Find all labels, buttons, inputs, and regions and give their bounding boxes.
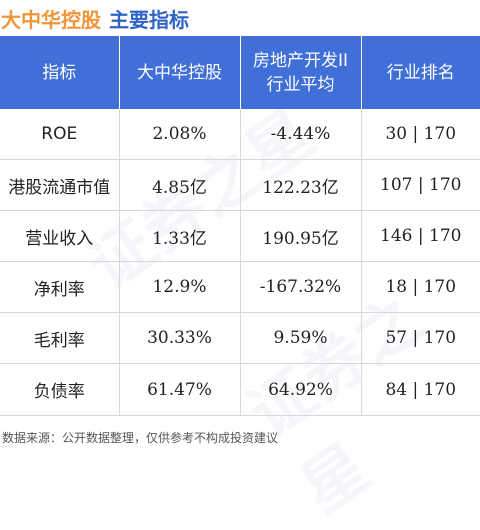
table-row: 净利率 12.9% -167.32% 18 | 170 bbox=[0, 261, 480, 313]
row-industry-value: 9.59% bbox=[240, 312, 362, 364]
row-rank: 57 | 170 bbox=[361, 312, 480, 364]
header-indicator: 指标 bbox=[0, 36, 120, 109]
row-rank: 84 | 170 bbox=[361, 363, 480, 416]
table-row: 营业收入 1.33亿 190.95亿 146 | 170 bbox=[0, 210, 480, 262]
row-industry-value: 64.92% bbox=[240, 363, 362, 416]
row-rank: 18 | 170 bbox=[361, 261, 480, 313]
row-company-value: 4.85亿 bbox=[119, 159, 241, 211]
section-title: 主要指标 bbox=[109, 7, 189, 32]
row-rank: 107 | 170 bbox=[361, 159, 480, 211]
row-indicator: 净利率 bbox=[0, 261, 120, 313]
table-row: 港股流通市值 4.85亿 122.23亿 107 | 170 bbox=[0, 159, 480, 211]
table-row: ROE 2.08% -4.44% 30 | 170 bbox=[0, 109, 480, 160]
row-indicator: 毛利率 bbox=[0, 312, 120, 364]
header-company: 大中华控股 bbox=[119, 36, 241, 109]
row-industry-value: -4.44% bbox=[240, 109, 362, 160]
row-rank: 30 | 170 bbox=[361, 109, 480, 160]
row-indicator: 港股流通市值 bbox=[0, 159, 120, 211]
row-indicator: 营业收入 bbox=[0, 210, 120, 262]
data-source-note: 数据来源：公开数据整理，仅供参考不构成投资建议 bbox=[2, 431, 279, 445]
row-indicator: 负债率 bbox=[0, 363, 120, 416]
row-company-value: 30.33% bbox=[119, 312, 241, 364]
row-indicator: ROE bbox=[0, 109, 120, 160]
table-row: 负债率 61.47% 64.92% 84 | 170 bbox=[0, 363, 480, 416]
row-company-value: 1.33亿 bbox=[119, 210, 241, 262]
company-name: 大中华控股 bbox=[1, 7, 101, 32]
row-company-value: 2.08% bbox=[119, 109, 241, 160]
row-industry-value: -167.32% bbox=[240, 261, 362, 313]
header-industry-average: 房地产开发II 行业平均 bbox=[240, 36, 362, 109]
row-industry-value: 122.23亿 bbox=[240, 159, 362, 211]
row-company-value: 61.47% bbox=[119, 363, 241, 416]
table-row: 毛利率 30.33% 9.59% 57 | 170 bbox=[0, 312, 480, 364]
indicators-table: 指标 大中华控股 房地产开发II 行业平均 行业排名 ROE 2.08% -4.… bbox=[0, 36, 480, 416]
table-header-row: 指标 大中华控股 房地产开发II 行业平均 行业排名 bbox=[0, 36, 480, 109]
page-title: 大中华控股 主要指标 bbox=[0, 0, 480, 36]
row-rank: 146 | 170 bbox=[361, 210, 480, 262]
header-industry-rank: 行业排名 bbox=[361, 36, 480, 109]
row-industry-value: 190.95亿 bbox=[240, 210, 362, 262]
row-company-value: 12.9% bbox=[119, 261, 241, 313]
